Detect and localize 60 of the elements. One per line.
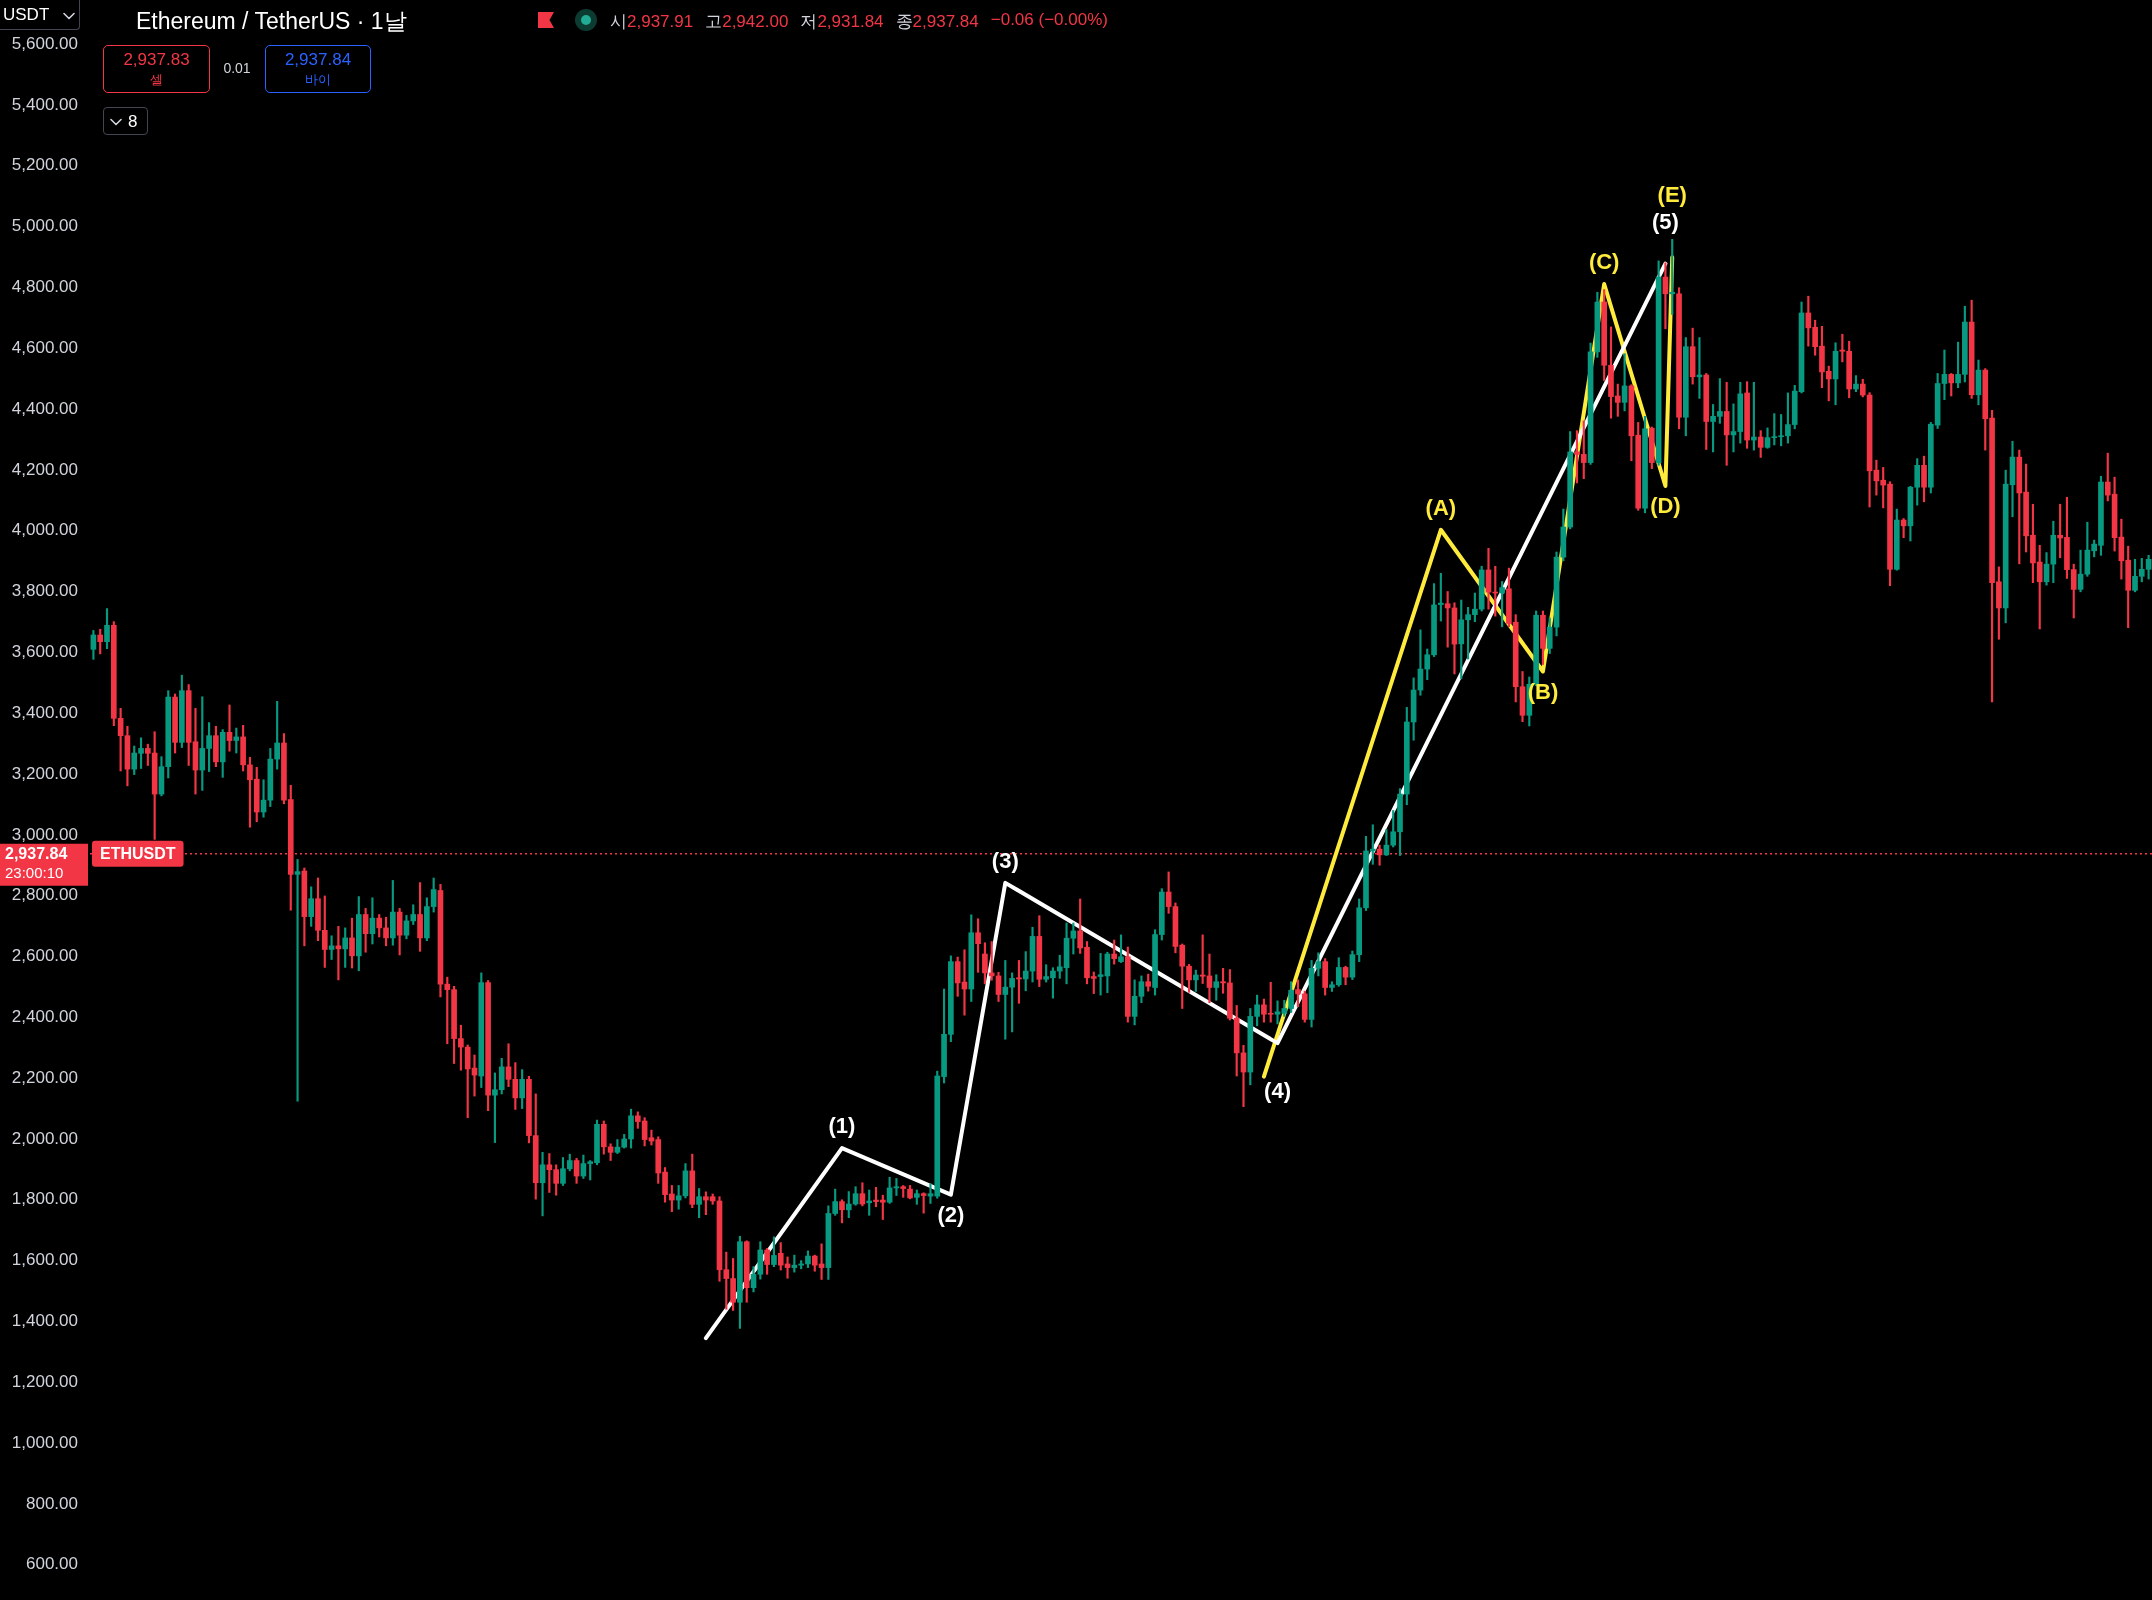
candlestick [1941,349,1948,400]
annotation: 8 [128,112,138,132]
y-tick-label: 2,800.00 [11,885,78,905]
y-tick-label: 1,400.00 [11,1311,78,1331]
annotation: 시2,937.91 [610,12,694,31]
candlestick [1669,239,1676,315]
annotation: (D) [1650,493,1681,519]
annotation: (1) [828,1113,856,1139]
annotation: 셀 [149,71,164,89]
y-tick-label: 2,400.00 [11,1006,78,1026]
y-tick-label: 1,200.00 [11,1371,78,1391]
y-tick-label: 5,400.00 [11,94,78,114]
chart-title: Ethereum / TetherUS · 1날 [136,7,407,36]
annotation: 2,937.83 [122,50,191,70]
y-tick-label: 4,000.00 [11,520,78,540]
y-tick-label: 1,800.00 [11,1189,78,1209]
annotation: (A) [1425,494,1457,520]
y-tick-label: 2,200.00 [11,1067,78,1087]
annotation: 0.01 [222,60,252,76]
y-tick-label: 1,000.00 [11,1432,78,1452]
y-tick-label: 2,600.00 [11,946,78,966]
y-tick-label: 4,600.00 [11,337,78,357]
text: 23:00:10 [5,863,64,881]
y-tick-label: 5,600.00 [11,33,78,53]
annotation: (5) [1651,208,1679,234]
annotation: (3) [991,847,1019,873]
annotation: 2,937.84 [283,50,353,70]
dropdown-button: 8 [103,107,148,135]
buy-button: 2,937.84 바이 [265,45,371,93]
candlestick [539,1152,546,1217]
y-tick-label: 5,000.00 [11,216,78,236]
annotation: (E) [1657,182,1687,208]
candlestick [893,1178,900,1196]
y-tick-label: 1,600.00 [11,1250,78,1270]
annotation: (4) [1264,1078,1291,1104]
annotation: (2) [937,1201,965,1227]
sell-button: 2,937.83 셀 [103,45,210,93]
y-tick-label: 5,200.00 [11,155,78,175]
candlestick [294,859,301,1102]
currency-dropdown: USDT [0,0,80,30]
annotation: 저2,931.84 [800,12,884,31]
y-tick-label: 2,000.00 [11,1128,78,1148]
y-tick-label: 3,200.00 [11,763,78,783]
y-tick-label: 3,800.00 [11,581,78,601]
y-tick-label: 800.00 [26,1493,78,1513]
y-tick-label: 3,400.00 [11,702,78,722]
annotation: (C) [1588,249,1620,275]
annotation: 고2,942.00 [705,12,789,31]
annotation: 바이 [304,71,332,89]
annotation: −0.06 (−0.00%) [990,10,1108,29]
y-tick-label: 600.00 [26,1554,78,1574]
text: 2,937.84 [5,845,68,863]
y-tick-label: 3,600.00 [11,642,78,662]
y-tick-label: 3,000.00 [11,824,78,844]
y-tick-label: 4,200.00 [11,459,78,479]
candlestick [226,704,233,752]
ref-line-label: ETHUSDT [100,844,176,862]
y-tick-label: 4,800.00 [11,277,78,297]
annotation: 종2,937.84 [895,12,979,31]
y-tick-label: 4,400.00 [11,398,78,418]
